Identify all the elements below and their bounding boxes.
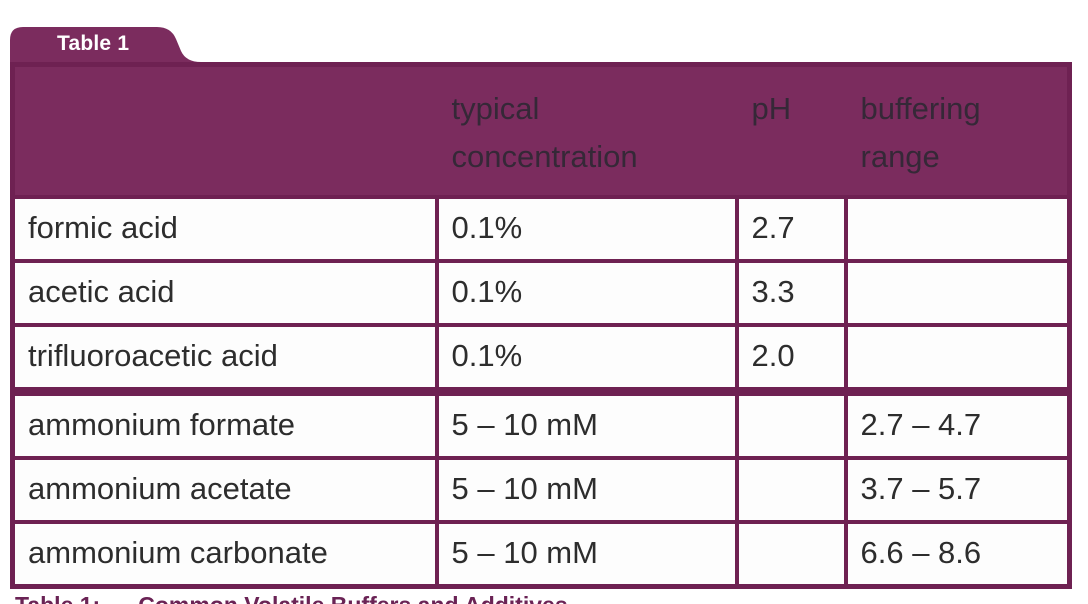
cell-concentration: 5 – 10 mM [434,387,739,461]
table-header: typical concentration pH buffering range [12,64,1070,198]
table-caption-label: Table 1: [15,592,100,604]
table-body: formic acid 0.1% 2.7 acetic acid 0.1% 3.… [10,195,1072,589]
cell-ph: 3.3 [734,259,848,328]
table-tab-label: Table 1 [57,32,130,55]
cell-buffering-range [843,259,1072,328]
cell-ph [734,520,848,589]
cell-buffering-range: 6.6 – 8.6 [843,520,1072,589]
table-caption-text: Common Volatile Buffers and Additives [138,592,567,604]
cell-compound: acetic acid [10,259,439,328]
cell-compound: formic acid [10,195,439,264]
cell-buffering-range: 2.7 – 4.7 [843,387,1072,461]
cell-buffering-range [843,195,1072,264]
cell-concentration: 0.1% [434,259,739,328]
table-caption: Table 1: Common Volatile Buffers and Addi… [15,592,568,604]
table-row: formic acid 0.1% 2.7 [10,195,1072,264]
cell-concentration: 0.1% [434,323,739,394]
cell-ph [734,456,848,525]
cell-buffering-range [843,323,1072,394]
table-row: ammonium acetate 5 – 10 mM 3.7 – 5.7 [10,456,1072,525]
header-row: typical concentration pH buffering range [12,64,1070,198]
cell-concentration: 5 – 10 mM [434,456,739,525]
cell-ph: 2.7 [734,195,848,264]
table-row: ammonium formate 5 – 10 mM 2.7 – 4.7 [10,387,1072,461]
header-cell-buffering-range: buffering range [845,64,1070,198]
header-cell-concentration: typical concentration [436,64,737,198]
cell-buffering-range: 3.7 – 5.7 [843,456,1072,525]
cell-concentration: 0.1% [434,195,739,264]
cell-concentration: 5 – 10 mM [434,520,739,589]
cell-ph: 2.0 [734,323,848,394]
cell-compound: ammonium acetate [10,456,439,525]
table-row: acetic acid 0.1% 3.3 [10,259,1072,328]
buffer-table: typical concentration pH buffering range… [10,62,1072,590]
cell-compound: ammonium formate [10,387,439,461]
cell-ph [734,387,848,461]
header-cell-ph: pH [736,64,846,198]
cell-compound: trifluoroacetic acid [10,323,439,394]
cell-compound: ammonium carbonate [10,520,439,589]
table-row: trifluoroacetic acid 0.1% 2.0 [10,323,1072,394]
header-cell-compound [12,64,437,198]
table-tab-shape [10,27,215,63]
table-row: ammonium carbonate 5 – 10 mM 6.6 – 8.6 [10,520,1072,589]
